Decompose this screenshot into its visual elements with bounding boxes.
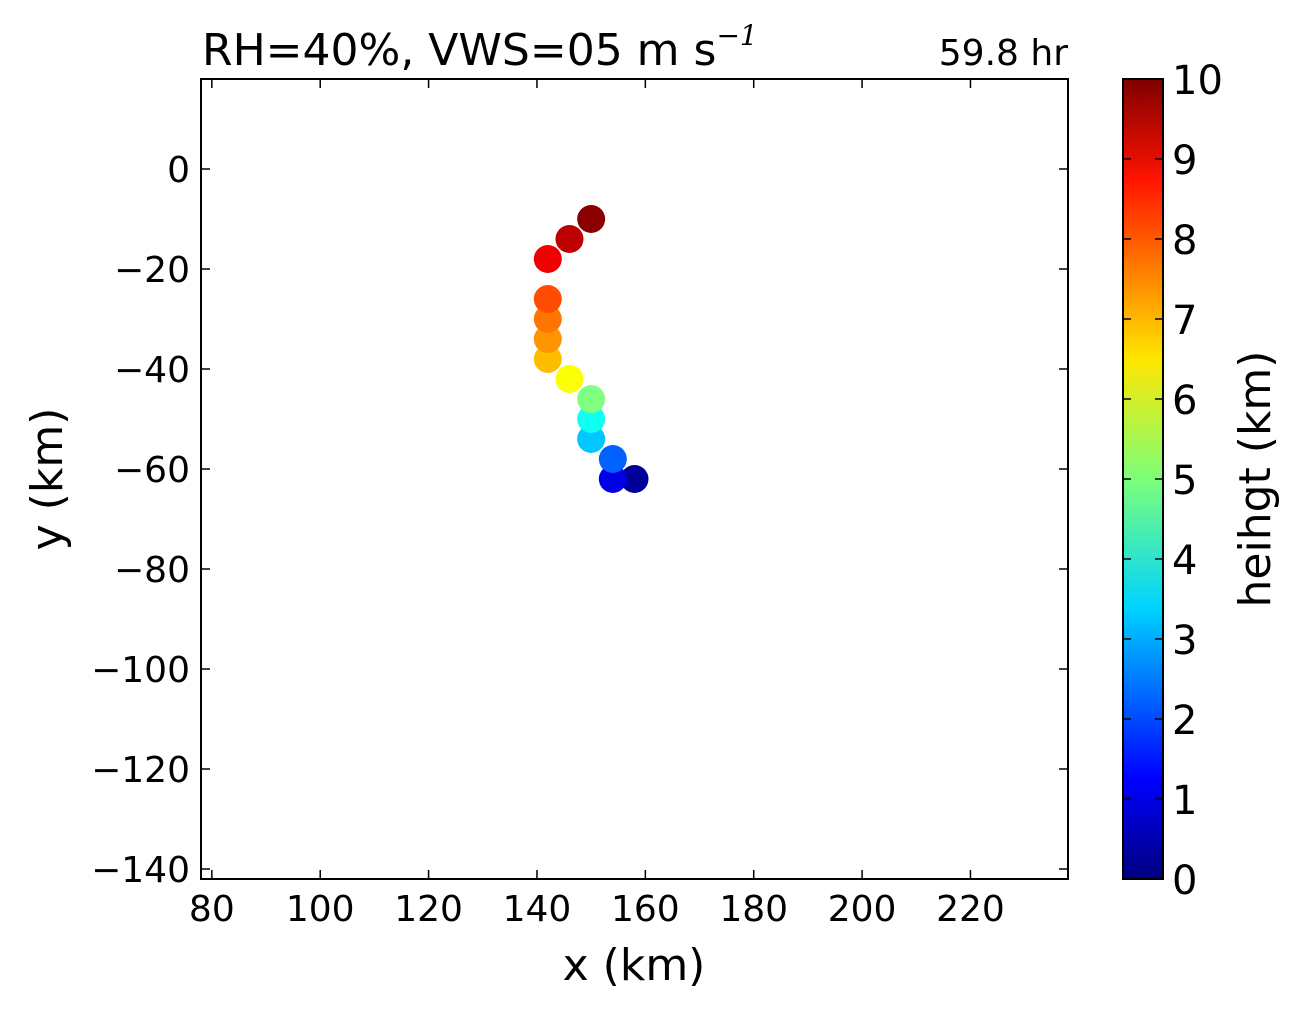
chart-title-main: RH=40%, VWS=05 m s — [202, 25, 716, 76]
scatter-point — [577, 385, 606, 413]
scatter-point — [555, 365, 584, 393]
colorbar-ticks: 0 1 2 3 4 5 6 7 8 9 10 — [1123, 58, 1223, 904]
y-axis-label: y (km) — [22, 408, 73, 551]
scatter-point — [533, 305, 562, 333]
colorbar-tick-label: 5 — [1172, 458, 1197, 504]
colorbar-tick-label: 3 — [1172, 618, 1197, 664]
scatter-point — [577, 405, 606, 433]
x-tick-label: 180 — [719, 889, 788, 930]
colorbar-tick-label: 1 — [1172, 778, 1197, 824]
x-tick-label: 120 — [394, 889, 463, 930]
x-tick-label: 80 — [189, 889, 235, 930]
x-tick-label: 160 — [611, 889, 680, 930]
colorbar-tick-label: 7 — [1172, 298, 1197, 344]
colorbar-tick-label: 9 — [1172, 138, 1197, 184]
scatter-point — [555, 225, 584, 253]
time-label: 59.8 hr — [939, 33, 1068, 74]
colorbar-tick-label: 2 — [1172, 698, 1197, 744]
colorbar-tick-label: 8 — [1172, 218, 1197, 264]
scatter-point — [577, 425, 606, 453]
x-tick-label: 140 — [503, 889, 572, 930]
y-tick-label: −60 — [114, 450, 190, 491]
y-tick-label: −80 — [114, 550, 190, 591]
y-tick-label: −120 — [91, 750, 190, 791]
scatter-point — [598, 445, 627, 473]
colorbar-label: heihgt (km) — [1230, 351, 1281, 608]
chart-title-superscript: −1 — [716, 19, 757, 52]
y-tick-label: 0 — [167, 150, 190, 191]
x-tick-label: 200 — [828, 889, 897, 930]
x-tick-label: 100 — [286, 889, 355, 930]
chart-title: RH=40%, VWS=05 m s−1 — [202, 19, 758, 76]
scatter-point — [533, 285, 562, 313]
x-tick-label: 220 — [936, 889, 1005, 930]
x-axis-ticks: 80 100 120 140 160 180 200 220 — [189, 79, 1005, 930]
scatter-point — [533, 345, 562, 373]
y-tick-label: −140 — [91, 850, 190, 891]
scatter-points — [533, 205, 649, 493]
colorbar-tick-label: 0 — [1172, 858, 1197, 904]
y-tick-label: −20 — [114, 250, 190, 291]
scatter-point — [620, 465, 649, 493]
scatter-point — [598, 465, 627, 493]
colorbar-tick-label: 6 — [1172, 378, 1197, 424]
y-tick-label: −100 — [91, 650, 190, 691]
y-axis-ticks: 0 −20 −40 −60 −80 −100 −120 −140 — [91, 150, 1068, 891]
colorbar-tick-label: 10 — [1172, 58, 1223, 104]
scatter-point — [533, 325, 562, 353]
scatter-point — [577, 205, 606, 233]
x-axis-label: x (km) — [563, 940, 706, 991]
y-tick-label: −40 — [114, 350, 190, 391]
scatter-point — [533, 245, 562, 273]
colorbar-tick-label: 4 — [1172, 538, 1197, 584]
